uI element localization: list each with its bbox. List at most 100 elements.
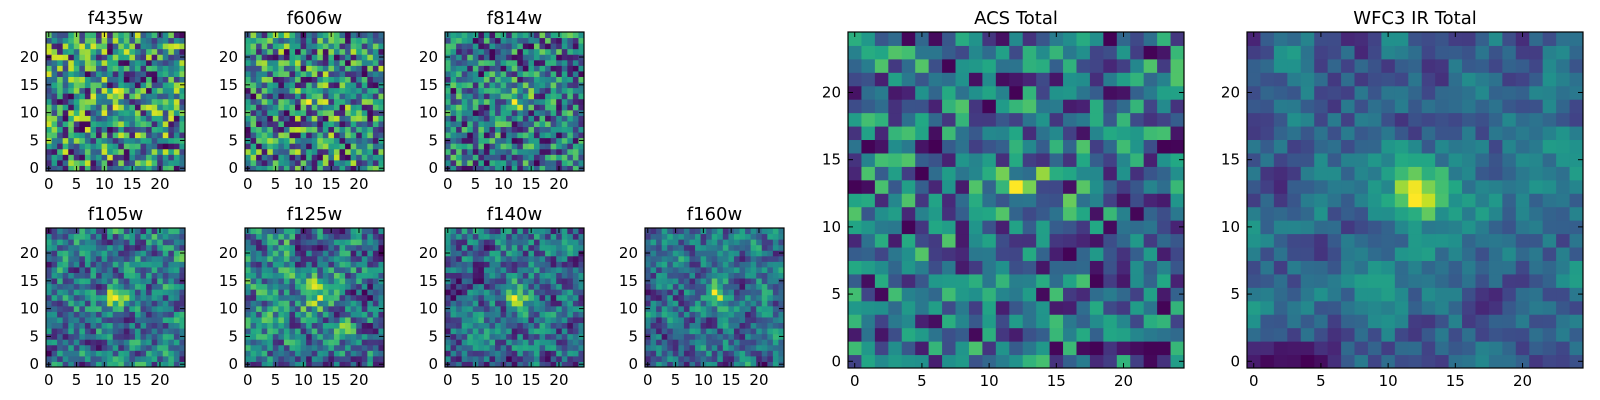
heatmap-cell	[79, 339, 86, 346]
heatmap-cell	[68, 244, 75, 251]
heatmap-cell	[90, 316, 97, 324]
heatmap-cell	[995, 273, 1010, 288]
heatmap-cell	[317, 266, 324, 273]
heatmap-cell	[467, 278, 474, 285]
heatmap-cell	[556, 37, 563, 44]
heatmap-cell	[68, 65, 75, 72]
heatmap-cell	[300, 159, 307, 166]
heatmap-cell	[506, 87, 513, 94]
heatmap-cell	[90, 115, 97, 122]
heatmap-cell	[467, 244, 474, 251]
heatmap-cell	[533, 159, 541, 166]
heatmap-cell	[62, 98, 69, 105]
heatmap-cell	[350, 159, 357, 166]
heatmap-cell	[495, 255, 502, 262]
heatmap-cell	[711, 355, 718, 362]
heatmap-cell	[1103, 193, 1118, 208]
heatmap-cell	[445, 355, 452, 362]
heatmap-cell	[700, 294, 707, 301]
heatmap-cell	[517, 148, 524, 155]
x-tick-label: 20	[150, 371, 169, 389]
heatmap-cell	[168, 126, 175, 133]
heatmap-cell	[483, 43, 490, 50]
heatmap-cell	[123, 126, 130, 133]
heatmap-cell	[756, 350, 763, 357]
heatmap-cell	[295, 159, 302, 166]
heatmap-cell	[328, 289, 335, 296]
heatmap-cell	[118, 43, 125, 50]
heatmap-cell	[157, 109, 164, 116]
heatmap-cell	[317, 32, 324, 39]
heatmap-cell	[272, 82, 279, 89]
heatmap-cell	[717, 339, 724, 346]
heatmap-cell	[118, 104, 125, 111]
heatmap-cell	[278, 65, 285, 72]
heatmap-cell	[134, 278, 142, 285]
heatmap-cell	[157, 76, 164, 83]
heatmap-cell	[134, 137, 142, 144]
heatmap-cell	[123, 120, 130, 128]
y-tick-label: 10	[20, 300, 39, 318]
heatmap-cell	[901, 314, 916, 329]
heatmap-cell	[112, 255, 119, 262]
heatmap-cell	[295, 48, 302, 55]
heatmap-cell	[46, 132, 53, 139]
heatmap-cell	[578, 255, 585, 262]
heatmap-cell	[300, 261, 307, 268]
heatmap-cell	[84, 311, 91, 318]
heatmap-cell	[300, 70, 307, 77]
heatmap-cell	[107, 98, 114, 105]
heatmap-cell	[461, 283, 468, 290]
heatmap-cell	[306, 98, 313, 105]
heatmap-cell	[62, 289, 69, 296]
heatmap-cell	[146, 355, 153, 362]
heatmap-cell	[295, 289, 302, 296]
heatmap-cell	[57, 316, 64, 324]
heatmap-cell	[467, 283, 474, 290]
heatmap-cell	[461, 109, 468, 116]
heatmap-cell	[456, 104, 463, 111]
heatmap-cell	[550, 250, 557, 257]
heatmap-cell	[339, 98, 346, 105]
heatmap-cell	[461, 143, 468, 150]
heatmap-cell	[339, 294, 346, 301]
heatmap-cell	[550, 165, 557, 172]
heatmap-cell	[361, 143, 368, 150]
heatmap-cell	[750, 328, 757, 335]
heatmap-cell	[517, 104, 524, 111]
heatmap-cell	[250, 266, 257, 273]
heatmap-cell	[157, 148, 164, 155]
heatmap-cell	[107, 115, 114, 122]
heatmap-cell	[650, 261, 657, 268]
heatmap-cell	[1089, 179, 1104, 194]
heatmap-cell	[495, 272, 502, 279]
heatmap-cell	[378, 43, 385, 50]
heatmap-cell	[289, 37, 296, 44]
heatmap-cell	[378, 98, 385, 105]
heatmap-cell	[517, 239, 524, 246]
heatmap-cell	[517, 165, 524, 172]
heatmap-cell	[1022, 314, 1037, 329]
heatmap-cell	[467, 32, 474, 39]
heatmap-cell	[317, 255, 324, 262]
heatmap-cell	[528, 300, 535, 307]
heatmap-cell	[146, 272, 153, 279]
heatmap-cell	[672, 316, 679, 324]
heatmap-cell	[942, 193, 957, 208]
heatmap-cell	[129, 250, 136, 257]
heatmap-cell	[140, 283, 147, 290]
heatmap-cell	[1049, 179, 1064, 194]
heatmap-cell	[51, 143, 58, 150]
heatmap-cell	[1009, 341, 1024, 356]
heatmap-cell	[73, 294, 80, 301]
heatmap-cell	[750, 316, 757, 324]
heatmap-cell	[689, 255, 696, 262]
heatmap-cell	[772, 228, 779, 235]
heatmap-cell	[322, 159, 329, 166]
heatmap-cell	[472, 305, 479, 312]
heatmap-cell	[118, 87, 125, 94]
heatmap-cell	[739, 316, 746, 324]
heatmap-cell	[84, 244, 91, 251]
heatmap-cell	[489, 82, 496, 89]
heatmap-cell	[506, 93, 513, 100]
